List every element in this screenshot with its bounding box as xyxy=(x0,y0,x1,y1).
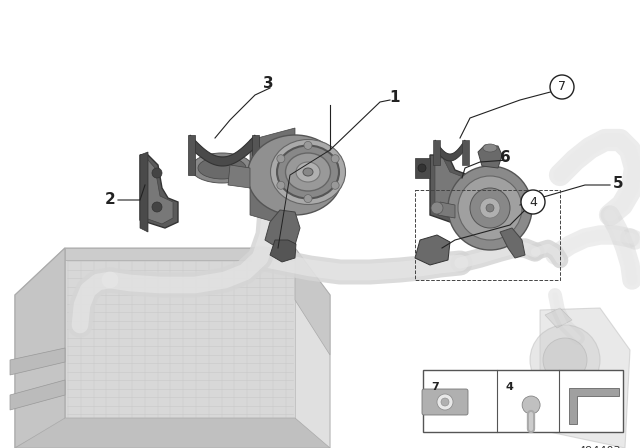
Circle shape xyxy=(458,176,522,240)
Circle shape xyxy=(550,75,574,99)
Circle shape xyxy=(277,181,285,190)
Circle shape xyxy=(277,155,285,163)
Polygon shape xyxy=(15,248,65,448)
Polygon shape xyxy=(190,135,255,166)
Polygon shape xyxy=(10,348,65,375)
Text: 5: 5 xyxy=(612,176,623,190)
Polygon shape xyxy=(250,128,295,228)
Circle shape xyxy=(521,190,545,214)
Circle shape xyxy=(331,181,339,190)
Text: 1: 1 xyxy=(390,90,400,105)
Polygon shape xyxy=(433,140,440,165)
Polygon shape xyxy=(295,248,330,355)
Ellipse shape xyxy=(277,146,339,198)
Polygon shape xyxy=(545,308,572,328)
Text: 4: 4 xyxy=(505,382,513,392)
Circle shape xyxy=(441,398,449,406)
Circle shape xyxy=(418,164,426,172)
Polygon shape xyxy=(65,248,295,420)
FancyBboxPatch shape xyxy=(422,389,468,415)
Polygon shape xyxy=(188,135,195,175)
Polygon shape xyxy=(569,388,619,424)
Text: 7: 7 xyxy=(431,382,439,392)
Circle shape xyxy=(152,202,162,212)
Polygon shape xyxy=(435,158,463,218)
Polygon shape xyxy=(478,145,502,168)
Polygon shape xyxy=(140,152,148,232)
Polygon shape xyxy=(415,158,430,178)
Circle shape xyxy=(470,188,510,228)
Polygon shape xyxy=(500,228,525,258)
Circle shape xyxy=(486,204,494,212)
Polygon shape xyxy=(140,155,178,228)
Polygon shape xyxy=(270,240,296,262)
Circle shape xyxy=(543,338,587,382)
Bar xyxy=(415,190,560,280)
Circle shape xyxy=(304,142,312,149)
Polygon shape xyxy=(435,140,465,161)
Polygon shape xyxy=(415,235,450,265)
Ellipse shape xyxy=(285,153,330,191)
Ellipse shape xyxy=(271,139,346,204)
Ellipse shape xyxy=(296,162,320,182)
Polygon shape xyxy=(540,308,630,448)
Circle shape xyxy=(522,396,540,414)
Polygon shape xyxy=(228,165,250,188)
Circle shape xyxy=(480,198,500,218)
Text: 2: 2 xyxy=(104,193,115,207)
Text: 4: 4 xyxy=(529,195,537,208)
Polygon shape xyxy=(430,155,468,222)
Ellipse shape xyxy=(248,135,342,215)
Polygon shape xyxy=(10,380,65,410)
Bar xyxy=(423,370,623,432)
Ellipse shape xyxy=(198,157,246,179)
Circle shape xyxy=(431,202,443,214)
Ellipse shape xyxy=(191,153,253,183)
Polygon shape xyxy=(265,210,300,248)
Text: 3: 3 xyxy=(262,76,273,90)
Circle shape xyxy=(152,168,162,178)
Text: 6: 6 xyxy=(500,150,510,164)
Text: 7: 7 xyxy=(558,81,566,94)
Polygon shape xyxy=(145,160,173,224)
Circle shape xyxy=(530,325,600,395)
Polygon shape xyxy=(15,248,330,448)
Ellipse shape xyxy=(303,168,313,176)
Ellipse shape xyxy=(483,144,497,152)
Circle shape xyxy=(304,194,312,202)
Polygon shape xyxy=(65,248,295,260)
Polygon shape xyxy=(252,135,259,175)
Polygon shape xyxy=(462,140,469,165)
Text: 494403: 494403 xyxy=(579,446,621,448)
Circle shape xyxy=(448,166,532,250)
Circle shape xyxy=(437,394,453,410)
Polygon shape xyxy=(15,418,330,448)
Circle shape xyxy=(331,155,339,163)
Polygon shape xyxy=(438,202,455,218)
